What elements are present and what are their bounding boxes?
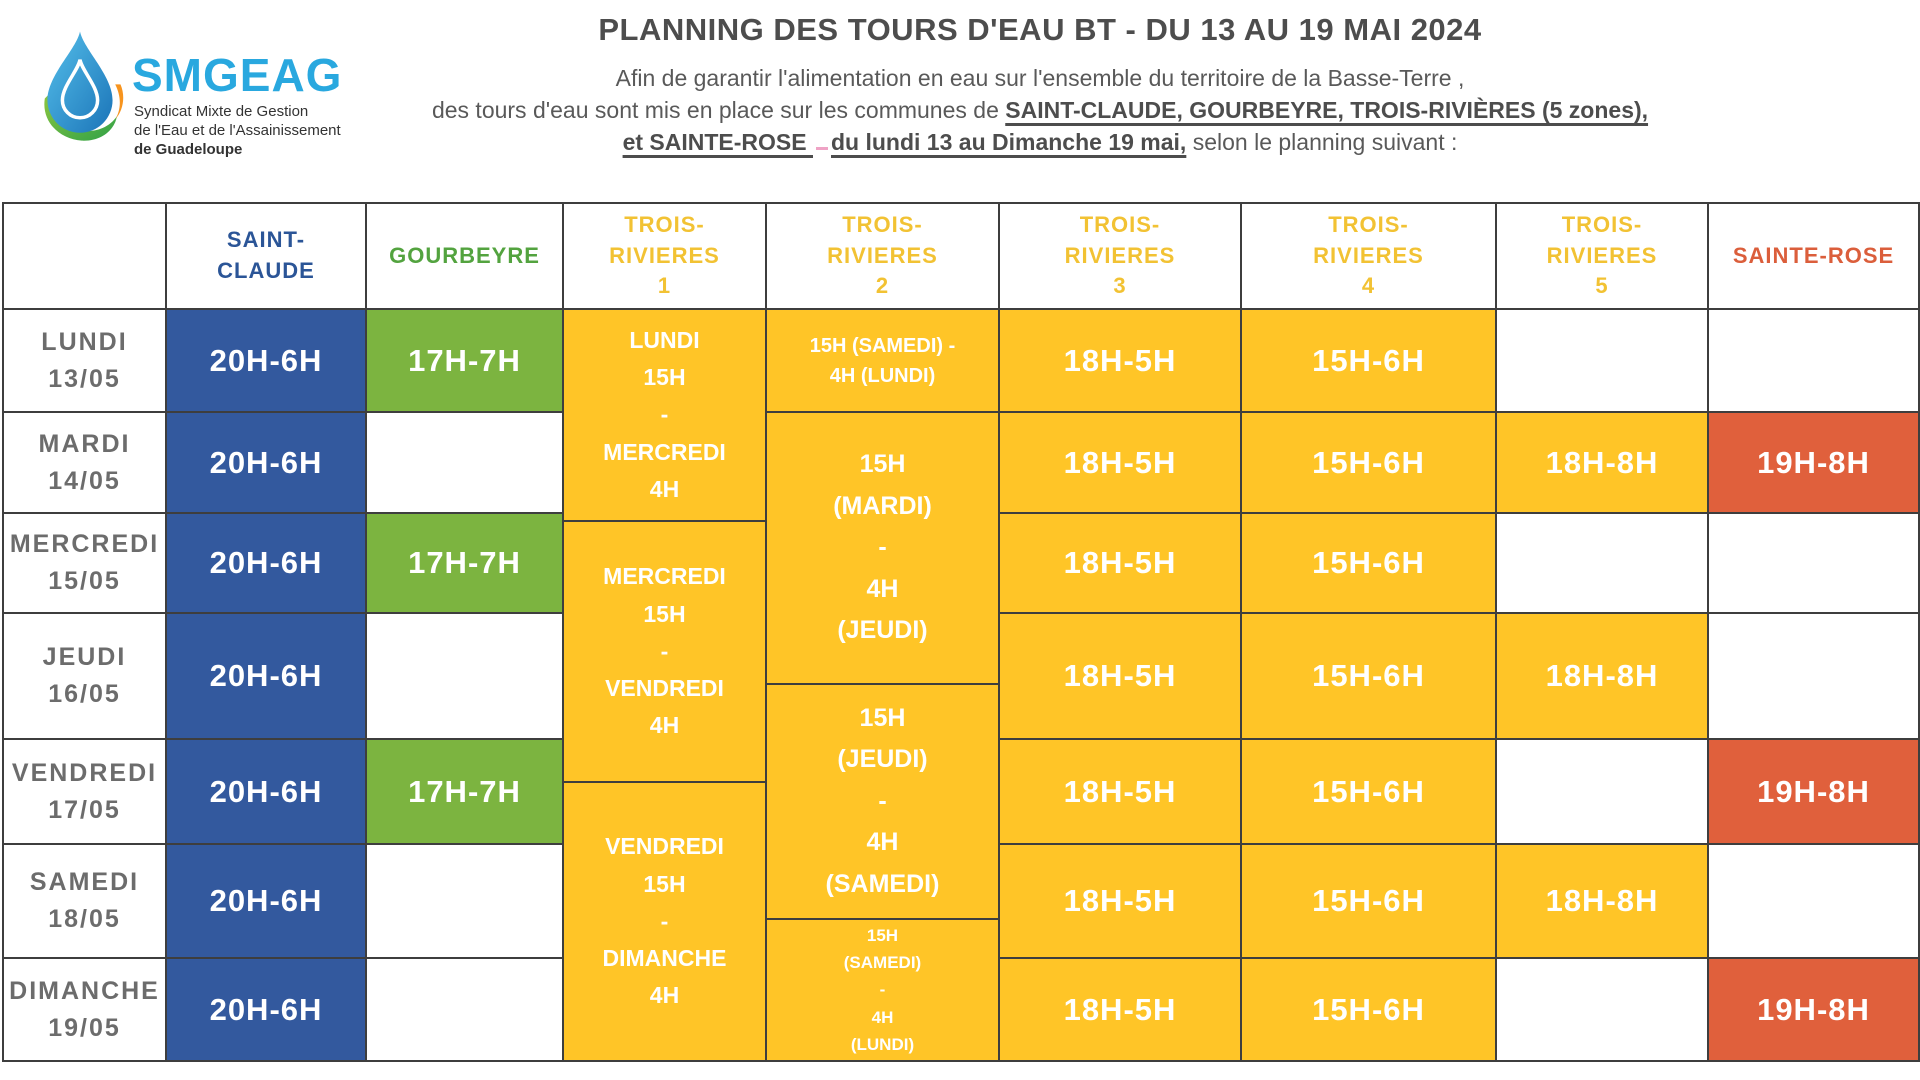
header-trois-rivieres-4: TROIS- RIVIERES 4 — [1241, 203, 1496, 309]
subtitle-line3: et SAINTE-ROSE du lundi 13 au Dimanche 1… — [330, 126, 1750, 158]
logo-tagline-line3: de Guadeloupe — [134, 141, 243, 159]
header-trois-rivieres-1: TROIS- RIVIERES 1 — [563, 203, 766, 309]
day-date: 17/05 — [48, 795, 121, 824]
header-trois-rivieres-3: TROIS- RIVIERES 3 — [999, 203, 1241, 309]
cell-saint-claude-jeudi: 20H-6H — [166, 613, 366, 739]
logo-tagline-line2: de l'Eau et de l'Assainissement — [134, 122, 341, 140]
day-label: MERCREDI — [9, 530, 160, 558]
cell-trois-rivieres-2-block-2: 15H (JEUDI) - 4H (SAMEDI) — [766, 684, 999, 919]
cell-trois-rivieres-3-lundi: 18H-5H — [999, 309, 1241, 412]
cell-trois-rivieres-4-mercredi: 15H-6H — [1241, 513, 1496, 613]
header-trois-rivieres-5: TROIS- RIVIERES 5 — [1496, 203, 1708, 309]
day-cell-mardi: MARDI 14/05 — [3, 412, 166, 513]
day-label: LUNDI — [41, 327, 128, 356]
cell-gourbeyre-mercredi: 17H-7H — [366, 513, 563, 613]
day-label: JEUDI — [42, 643, 127, 671]
cell-trois-rivieres-1-block-1: LUNDI 15H - MERCREDI 4H — [563, 309, 766, 521]
day-cell-mercredi: MERCREDI 15/05 — [3, 513, 166, 613]
page-title: PLANNING DES TOURS D'EAU BT - DU 13 AU 1… — [598, 12, 1482, 47]
day-cell-lundi: LUNDI 13/05 — [3, 309, 166, 412]
cell-saint-claude-dimanche: 20H-6H — [166, 958, 366, 1061]
empty-cell-trois-rivieres-5-mercredi — [1496, 513, 1708, 613]
cell-sainte-rose-dimanche: 19H-8H — [1708, 958, 1919, 1061]
header-sainte-rose: SAINTE-ROSE — [1708, 203, 1919, 309]
day-label: MARDI — [38, 429, 131, 458]
logo-tagline-line1: Syndicat Mixte de Gestion — [134, 103, 309, 120]
header-days — [3, 203, 166, 309]
water-schedule-table: LUNDI 13/05 MARDI 14/05 MERCREDI 15/05 JEUDI 16… — [2, 202, 1920, 1062]
cell-trois-rivieres-4-lundi: 15H-6H — [1241, 309, 1496, 412]
subtitle-line2: des tours d'eau sont mis en place sur le… — [330, 94, 1750, 126]
empty-cell-trois-rivieres-5-lundi — [1496, 309, 1708, 412]
day-date: 16/05 — [48, 680, 121, 708]
header-trois-rivieres-2: TROIS- RIVIERES 2 — [766, 203, 999, 309]
day-cell-vendredi: VENDREDI 17/05 — [3, 739, 166, 844]
day-label: VENDREDI — [11, 758, 158, 787]
cell-trois-rivieres-3-vendredi: 18H-5H — [999, 739, 1241, 844]
cell-trois-rivieres-5-mardi: 18H-8H — [1496, 412, 1708, 513]
empty-cell-gourbeyre-mardi — [366, 412, 563, 513]
cell-trois-rivieres-2-lundi: 15H (SAMEDI) - 4H (LUNDI) — [766, 309, 999, 412]
subtitle-line2-normal: des tours d'eau sont mis en place sur le… — [431, 97, 1006, 124]
day-date: 15/05 — [48, 567, 121, 595]
smgeag-logo: SMGEAG Syndicat Mixte de Gestion de l'Ea… — [36, 26, 366, 158]
empty-cell-trois-rivieres-5-vendredi — [1496, 739, 1708, 844]
cell-trois-rivieres-4-mardi: 15H-6H — [1241, 412, 1496, 513]
subtitle-line1: Afin de garantir l'alimentation en eau s… — [615, 65, 1465, 91]
day-label: DIMANCHE — [9, 976, 160, 1005]
cell-saint-claude-vendredi: 20H-6H — [166, 739, 366, 844]
day-date: 19/05 — [48, 1013, 121, 1042]
cell-trois-rivieres-2-block-1: 15H (MARDI) - 4H (JEUDI) — [766, 412, 999, 684]
day-date: 18/05 — [48, 905, 121, 933]
empty-cell-sainte-rose-samedi — [1708, 844, 1919, 958]
header-gourbeyre: GOURBEYRE — [366, 203, 563, 309]
cell-saint-claude-mercredi: 20H-6H — [166, 513, 366, 613]
cell-saint-claude-lundi: 20H-6H — [166, 309, 366, 412]
subtitle-line3-normal: selon le planning suivant : — [1186, 129, 1458, 156]
cell-saint-claude-mardi: 20H-6H — [166, 412, 366, 513]
cell-trois-rivieres-3-mardi: 18H-5H — [999, 412, 1241, 513]
subtitle-line3-sainte-rose: et SAINTE-ROSE — [622, 129, 813, 156]
day-cell-samedi: SAMEDI 18/05 — [3, 844, 166, 958]
cell-trois-rivieres-4-vendredi: 15H-6H — [1241, 739, 1496, 844]
logo-tagline: Syndicat Mixte de Gestion de l'Eau et de… — [134, 102, 341, 160]
header-saint-claude: SAINT- CLAUDE — [166, 203, 366, 309]
cell-trois-rivieres-1-block-2: MERCREDI 15H - VENDREDI 4H — [563, 521, 766, 782]
cell-trois-rivieres-3-jeudi: 18H-5H — [999, 613, 1241, 739]
empty-cell-sainte-rose-lundi — [1708, 309, 1919, 412]
empty-cell-sainte-rose-jeudi — [1708, 613, 1919, 739]
cell-trois-rivieres-5-jeudi: 18H-8H — [1496, 613, 1708, 739]
cell-sainte-rose-vendredi: 19H-8H — [1708, 739, 1919, 844]
cell-saint-claude-samedi: 20H-6H — [166, 844, 366, 958]
empty-cell-gourbeyre-dimanche — [366, 958, 563, 1061]
empty-cell-gourbeyre-samedi — [366, 844, 563, 958]
cell-trois-rivieres-4-samedi: 15H-6H — [1241, 844, 1496, 958]
day-date: 14/05 — [48, 466, 121, 495]
cell-sainte-rose-mardi: 19H-8H — [1708, 412, 1919, 513]
cell-trois-rivieres-4-jeudi: 15H-6H — [1241, 613, 1496, 739]
subtitle-line2-communes: SAINT-CLAUDE, GOURBEYRE, TROIS-RIVIÈRES … — [1005, 97, 1649, 124]
day-label: SAMEDI — [29, 868, 140, 896]
cell-gourbeyre-vendredi: 17H-7H — [366, 739, 563, 844]
cell-trois-rivieres-5-samedi: 18H-8H — [1496, 844, 1708, 958]
empty-cell-gourbeyre-jeudi — [366, 613, 563, 739]
cell-trois-rivieres-2-block-3: 15H (SAMEDI) - 4H (LUNDI) — [766, 919, 999, 1061]
cell-trois-rivieres-3-samedi: 18H-5H — [999, 844, 1241, 958]
logo-brand-text: SMGEAG — [132, 49, 343, 101]
subtitle-line3-dates: du lundi 13 au Dimanche 19 mai, — [831, 129, 1187, 156]
day-cell-jeudi: JEUDI 16/05 — [3, 613, 166, 739]
heading-block: PLANNING DES TOURS D'EAU BT - DU 13 AU 1… — [330, 12, 1750, 159]
empty-cell-trois-rivieres-5-dimanche — [1496, 958, 1708, 1061]
day-cell-dimanche: DIMANCHE 19/05 — [3, 958, 166, 1061]
water-drop-leaf-icon — [44, 31, 124, 141]
cell-trois-rivieres-3-dimanche: 18H-5H — [999, 958, 1241, 1061]
cell-trois-rivieres-4-dimanche: 15H-6H — [1241, 958, 1496, 1061]
cell-trois-rivieres-3-mercredi: 18H-5H — [999, 513, 1241, 613]
pink-underline-mark — [816, 133, 828, 151]
day-date: 13/05 — [48, 364, 121, 393]
cell-trois-rivieres-1-block-3: VENDREDI 15H - DIMANCHE 4H — [563, 782, 766, 1061]
empty-cell-sainte-rose-mercredi — [1708, 513, 1919, 613]
cell-gourbeyre-lundi: 17H-7H — [366, 309, 563, 412]
